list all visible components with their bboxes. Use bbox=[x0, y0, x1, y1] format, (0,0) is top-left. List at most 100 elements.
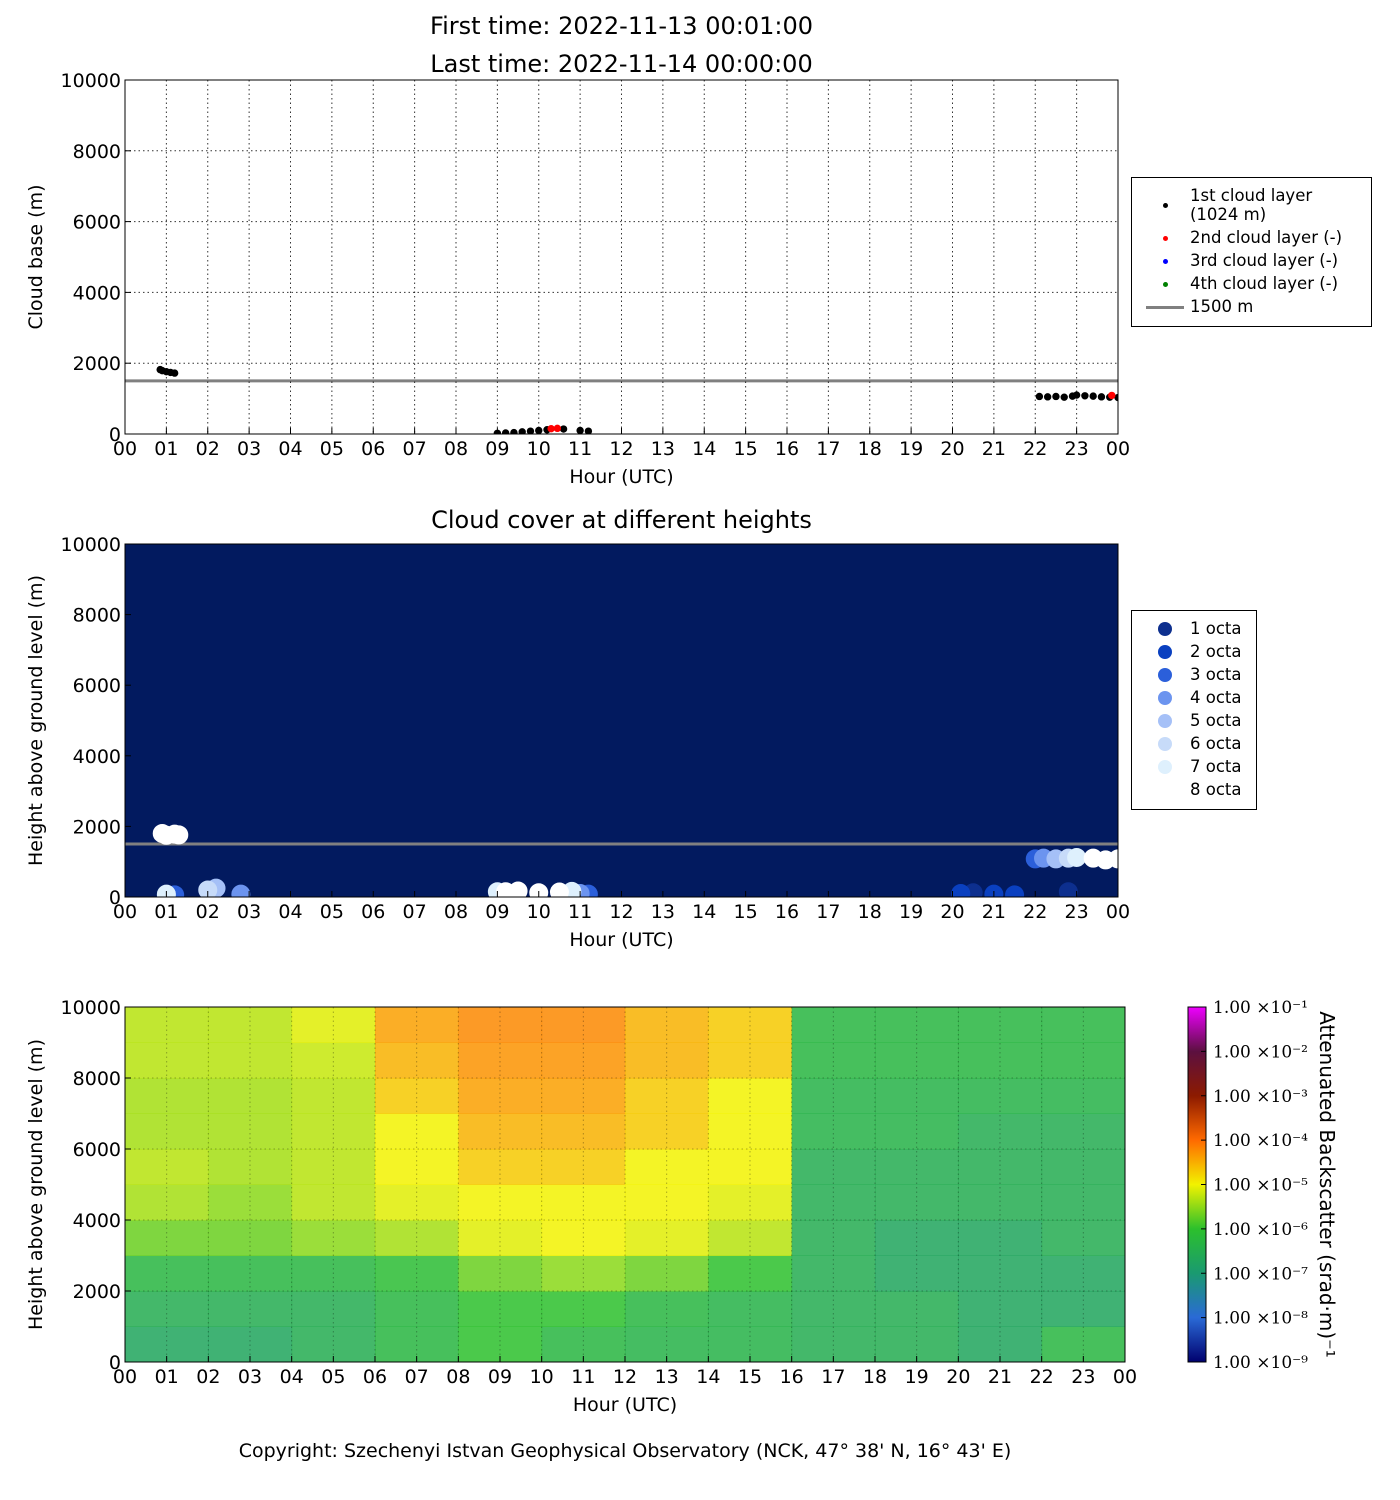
x-tick-label: 09 bbox=[485, 438, 509, 460]
colorbar-tick-label: 1.00 ×10⁻⁹ bbox=[1213, 1353, 1308, 1373]
heatmap-cell bbox=[541, 1220, 626, 1256]
heatmap-cell bbox=[875, 1220, 959, 1256]
heatmap-cell bbox=[291, 1220, 376, 1256]
x-tick-label: 14 bbox=[696, 1366, 720, 1388]
panel: 1.00 ×10⁻⁹ 1.00 ×10⁻⁸ 1.00 ×10⁻⁷ 1.00 ×10⁻⁶… bbox=[25, 997, 1339, 1416]
point bbox=[549, 882, 569, 897]
x-tick-label: 08 bbox=[444, 438, 468, 460]
point bbox=[518, 428, 526, 434]
legend-label: 2 octa bbox=[1190, 641, 1242, 661]
heatmap-cell bbox=[708, 1220, 793, 1256]
heatmap-cell bbox=[541, 1291, 626, 1327]
x-tick-label: 19 bbox=[899, 438, 923, 460]
heatmap-cell bbox=[708, 1291, 793, 1327]
legend-entry: 1st cloud layer (1024 m) bbox=[1140, 186, 1365, 225]
heatmap-cell bbox=[208, 1291, 293, 1327]
heatmap-cell bbox=[791, 1149, 876, 1185]
y-tick-label: 10000 bbox=[61, 997, 121, 1019]
legend-label: 7 octa bbox=[1190, 756, 1242, 776]
heatmap-cell bbox=[458, 1184, 543, 1221]
legend-marker bbox=[1158, 691, 1172, 706]
heatmap-cell bbox=[625, 1113, 709, 1150]
x-tick-label: 01 bbox=[155, 1366, 179, 1388]
heatmap-cell bbox=[208, 1220, 293, 1256]
legend-entry: 1 octa bbox=[1140, 619, 1250, 639]
x-axis-label: Hour (UTC) bbox=[569, 929, 673, 951]
x-axis-label: Hour (UTC) bbox=[569, 466, 673, 488]
point bbox=[547, 424, 555, 433]
heatmap-cell bbox=[375, 1149, 459, 1185]
heatmap-cell bbox=[625, 1291, 709, 1327]
heatmap-cell bbox=[125, 1184, 209, 1221]
legend-marker-cell bbox=[1140, 691, 1190, 706]
legend-entry: 4 octa bbox=[1140, 687, 1250, 708]
legend-marker-cell bbox=[1140, 737, 1190, 752]
x-tick-label: 02 bbox=[196, 438, 220, 460]
point bbox=[951, 883, 971, 897]
heatmap-cell bbox=[541, 1184, 626, 1221]
point bbox=[1035, 392, 1044, 401]
colorbar-label: Attenuated Backscatter (srad·m)⁻¹ bbox=[1315, 1011, 1339, 1358]
legend-label: 3 octa bbox=[1190, 664, 1242, 684]
heatmap-cell bbox=[625, 1042, 709, 1079]
point bbox=[170, 369, 179, 377]
x-tick-label: 17 bbox=[816, 438, 840, 460]
x-tick-label: 07 bbox=[403, 438, 427, 460]
x-tick-label: 16 bbox=[780, 1366, 804, 1388]
x-tick-label: 06 bbox=[361, 901, 385, 923]
x-tick-label: 19 bbox=[905, 1366, 929, 1388]
heatmap-cell bbox=[125, 1149, 209, 1185]
colorbar-tick-label: 1.00 ×10⁻⁶ bbox=[1213, 1220, 1308, 1240]
panel: Cloud cover at different heights 00 01 02 03… bbox=[25, 506, 1130, 951]
heatmap-cell bbox=[125, 1291, 209, 1327]
legend-marker bbox=[1158, 737, 1172, 752]
heatmap-cell bbox=[625, 1007, 709, 1043]
x-tick-label: 04 bbox=[278, 438, 302, 460]
heatmap-cell bbox=[791, 1184, 876, 1221]
heatmap-cell bbox=[375, 1042, 459, 1079]
legend-marker-cell bbox=[1140, 203, 1190, 209]
y-tick-label: 10000 bbox=[61, 70, 121, 92]
x-tick-label: 09 bbox=[485, 901, 509, 923]
legend-marker-cell bbox=[1140, 622, 1190, 637]
legend: 1 octa 2 octa 3 octa 4 octa 5 octa 6 octa 7 oc… bbox=[1131, 610, 1257, 810]
heatmap-cell bbox=[625, 1078, 709, 1114]
x-tick-label: 06 bbox=[361, 438, 385, 460]
heatmap-cell bbox=[208, 1184, 293, 1221]
heatmap-cell bbox=[375, 1007, 459, 1043]
y-tick-label: 2000 bbox=[73, 1281, 121, 1303]
x-tick-label: 03 bbox=[237, 438, 261, 460]
heatmap-cell bbox=[1041, 1255, 1125, 1292]
chart-title: First time: 2022-11-13 00:01:00 bbox=[430, 12, 813, 40]
legend-label: 1 octa bbox=[1190, 619, 1242, 638]
x-tick-label: 18 bbox=[863, 1366, 887, 1388]
x-tick-label: 08 bbox=[444, 901, 468, 923]
x-tick-label: 17 bbox=[821, 1366, 845, 1388]
heatmap-cell bbox=[791, 1255, 876, 1292]
plot-frame bbox=[124, 543, 1119, 898]
legend-marker-cell bbox=[1140, 235, 1190, 241]
heatmap-cell bbox=[458, 1291, 543, 1327]
point bbox=[526, 427, 535, 434]
legend-entry: 7 octa bbox=[1140, 756, 1250, 777]
plot-frame bbox=[124, 1006, 1126, 1363]
point bbox=[231, 884, 251, 897]
panel: First time: 2022-11-13 00:01:00 Last time… bbox=[25, 12, 1130, 488]
heatmap-cell bbox=[791, 1291, 876, 1327]
heatmap-cell bbox=[291, 1149, 376, 1185]
chart-subtitle: Last time: 2022-11-14 00:00:00 bbox=[430, 50, 812, 78]
heatmap-cell bbox=[1041, 1007, 1125, 1043]
y-tick-label: 6000 bbox=[73, 1139, 121, 1161]
heatmap-cell bbox=[541, 1007, 626, 1043]
heatmap-cell bbox=[458, 1007, 543, 1043]
heatmap-cell bbox=[958, 1149, 1043, 1185]
y-tick-label: 8000 bbox=[73, 605, 121, 627]
plot-area bbox=[125, 823, 1118, 897]
legend-entry: 3 octa bbox=[1140, 664, 1250, 685]
heatmap-cell bbox=[208, 1113, 293, 1150]
legend-entry: 5 octa bbox=[1140, 711, 1250, 731]
legend-marker bbox=[1162, 235, 1168, 241]
legend-label: 4 octa bbox=[1190, 687, 1242, 707]
x-tick-label: 18 bbox=[858, 901, 882, 923]
heatmap-cell bbox=[708, 1007, 793, 1043]
